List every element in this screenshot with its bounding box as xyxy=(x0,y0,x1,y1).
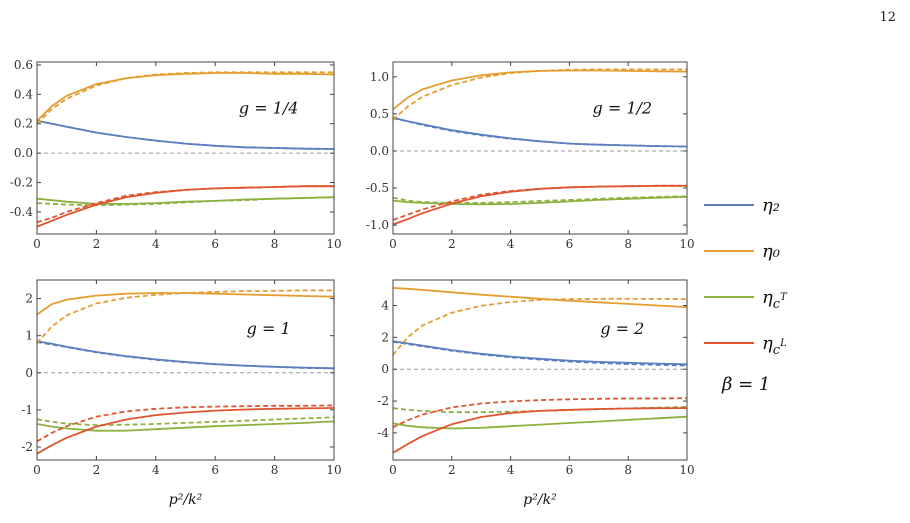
series-line-1 xyxy=(392,116,688,148)
panel-label: g = 2 xyxy=(600,319,644,338)
legend-label: ηcL xyxy=(762,333,787,358)
series-line-1 xyxy=(392,340,688,366)
x-tick-label: 4 xyxy=(152,463,160,477)
y-tick-label: 1.0 xyxy=(370,70,389,84)
x-axis-label: p²/k² xyxy=(523,492,557,508)
series-line-4 xyxy=(36,289,334,344)
x-tick-label: 6 xyxy=(211,463,219,477)
series-line-1 xyxy=(36,119,335,150)
y-tick-label: 0.0 xyxy=(370,144,389,158)
series-line-7 xyxy=(36,185,334,228)
x-tick-label: 0 xyxy=(33,237,41,251)
x-axis-label: p²/k² xyxy=(169,492,203,508)
series-line-2 xyxy=(36,341,335,370)
series-line-8 xyxy=(36,185,334,224)
legend-label: η₀ xyxy=(762,241,780,262)
series-line-6 xyxy=(392,195,688,204)
series-line-8 xyxy=(392,397,688,429)
legend-label: ηcT xyxy=(762,287,788,312)
y-tick-label: 0.4 xyxy=(14,87,33,101)
series-line-5 xyxy=(36,420,335,432)
y-tick-label: -0.5 xyxy=(366,181,389,195)
y-tick-label: 1 xyxy=(25,329,33,343)
series-line-4 xyxy=(392,297,688,356)
series-line-5 xyxy=(392,415,688,430)
legend-item-etacT: ηcT xyxy=(704,287,788,312)
plot-frame xyxy=(36,279,335,461)
y-tick-label: -2 xyxy=(377,394,389,408)
x-tick-label: 0 xyxy=(389,463,397,477)
series-line-7 xyxy=(392,184,687,226)
y-tick-label: 0 xyxy=(381,362,389,376)
x-tick-label: 10 xyxy=(326,463,341,477)
legend-item-etacL: ηcL xyxy=(704,333,787,358)
x-tick-label: 2 xyxy=(448,237,456,251)
panel-4: 0 2 4 6 8 10 -4 -2 0 2 4 g = 2 xyxy=(377,279,695,477)
y-tick-label: 2 xyxy=(25,292,33,306)
x-tick-label: 6 xyxy=(566,463,574,477)
series-line-8 xyxy=(36,404,335,443)
series-line-7 xyxy=(36,407,335,455)
series-line-6 xyxy=(36,196,335,207)
legend-item-eta2: η₂ xyxy=(704,195,780,216)
series-line-2 xyxy=(392,117,688,148)
x-tick-label: 4 xyxy=(507,463,515,477)
series-line-3 xyxy=(36,292,335,316)
x-tick-label: 2 xyxy=(93,237,101,251)
panel-2: 0 2 4 6 8 10 -1.0 -0.5 0.0 0.5 1.0 g = 1/2 xyxy=(366,61,695,251)
series-line-3 xyxy=(392,287,688,308)
series-line-1 xyxy=(36,340,335,370)
y-tick-label: 0 xyxy=(25,366,33,380)
x-tick-label: 2 xyxy=(93,463,101,477)
beta-label: β = 1 xyxy=(721,374,770,395)
series-line-8 xyxy=(392,184,687,221)
x-tick-label: 6 xyxy=(566,237,574,251)
panel-label: g = 1/4 xyxy=(239,99,299,118)
x-tick-label: 2 xyxy=(448,463,456,477)
y-tick-label: 0.0 xyxy=(14,146,33,160)
x-tick-label: 8 xyxy=(271,237,279,251)
panel-label: g = 1 xyxy=(247,319,291,338)
y-tick-label: -2 xyxy=(21,440,33,454)
legend-item-eta0: η₀ xyxy=(704,241,780,262)
series-line-4 xyxy=(36,71,334,125)
series-line-5 xyxy=(392,196,688,206)
series-line-2 xyxy=(392,340,688,367)
x-tick-label: 10 xyxy=(326,237,341,251)
plot-frame xyxy=(392,61,688,235)
series-line-2 xyxy=(36,119,335,150)
x-tick-label: 10 xyxy=(679,237,694,251)
y-tick-label: 2 xyxy=(381,330,389,344)
x-tick-label: 6 xyxy=(211,237,219,251)
y-tick-label: -1.0 xyxy=(366,218,389,232)
y-tick-label: -1 xyxy=(21,403,33,417)
series-line-7 xyxy=(392,407,688,454)
y-tick-label: 0.5 xyxy=(370,107,389,121)
panel-3: 0 2 4 6 8 10 -2 -1 0 1 2 g = 1 xyxy=(21,279,342,477)
x-tick-label: 0 xyxy=(33,463,41,477)
x-tick-label: 4 xyxy=(507,237,515,251)
series-line-3 xyxy=(392,69,688,111)
y-tick-label: -4 xyxy=(377,426,389,440)
series-line-4 xyxy=(392,68,687,121)
y-tick-label: 0.6 xyxy=(14,58,33,72)
y-tick-label: -0.4 xyxy=(10,205,34,219)
x-tick-label: 8 xyxy=(624,463,632,477)
page-number: 12 xyxy=(879,10,896,25)
x-tick-label: 10 xyxy=(679,463,694,477)
series-line-6 xyxy=(36,416,335,427)
y-tick-label: 0.2 xyxy=(14,117,33,131)
plot-frame xyxy=(392,279,688,461)
plot-frame xyxy=(36,61,335,235)
x-tick-label: 8 xyxy=(271,463,279,477)
x-tick-label: 4 xyxy=(152,237,160,251)
panel-1: 0 2 4 6 8 10 -0.4 -0.2 0.0 0.2 0.4 0.6 g = 1/4 xyxy=(10,58,342,251)
x-tick-label: 0 xyxy=(389,237,397,251)
legend-label: η₂ xyxy=(762,195,780,216)
panel-label: g = 1/2 xyxy=(593,99,653,118)
x-tick-label: 8 xyxy=(624,237,632,251)
y-tick-label: -0.2 xyxy=(10,176,33,190)
y-tick-label: 4 xyxy=(381,298,389,312)
